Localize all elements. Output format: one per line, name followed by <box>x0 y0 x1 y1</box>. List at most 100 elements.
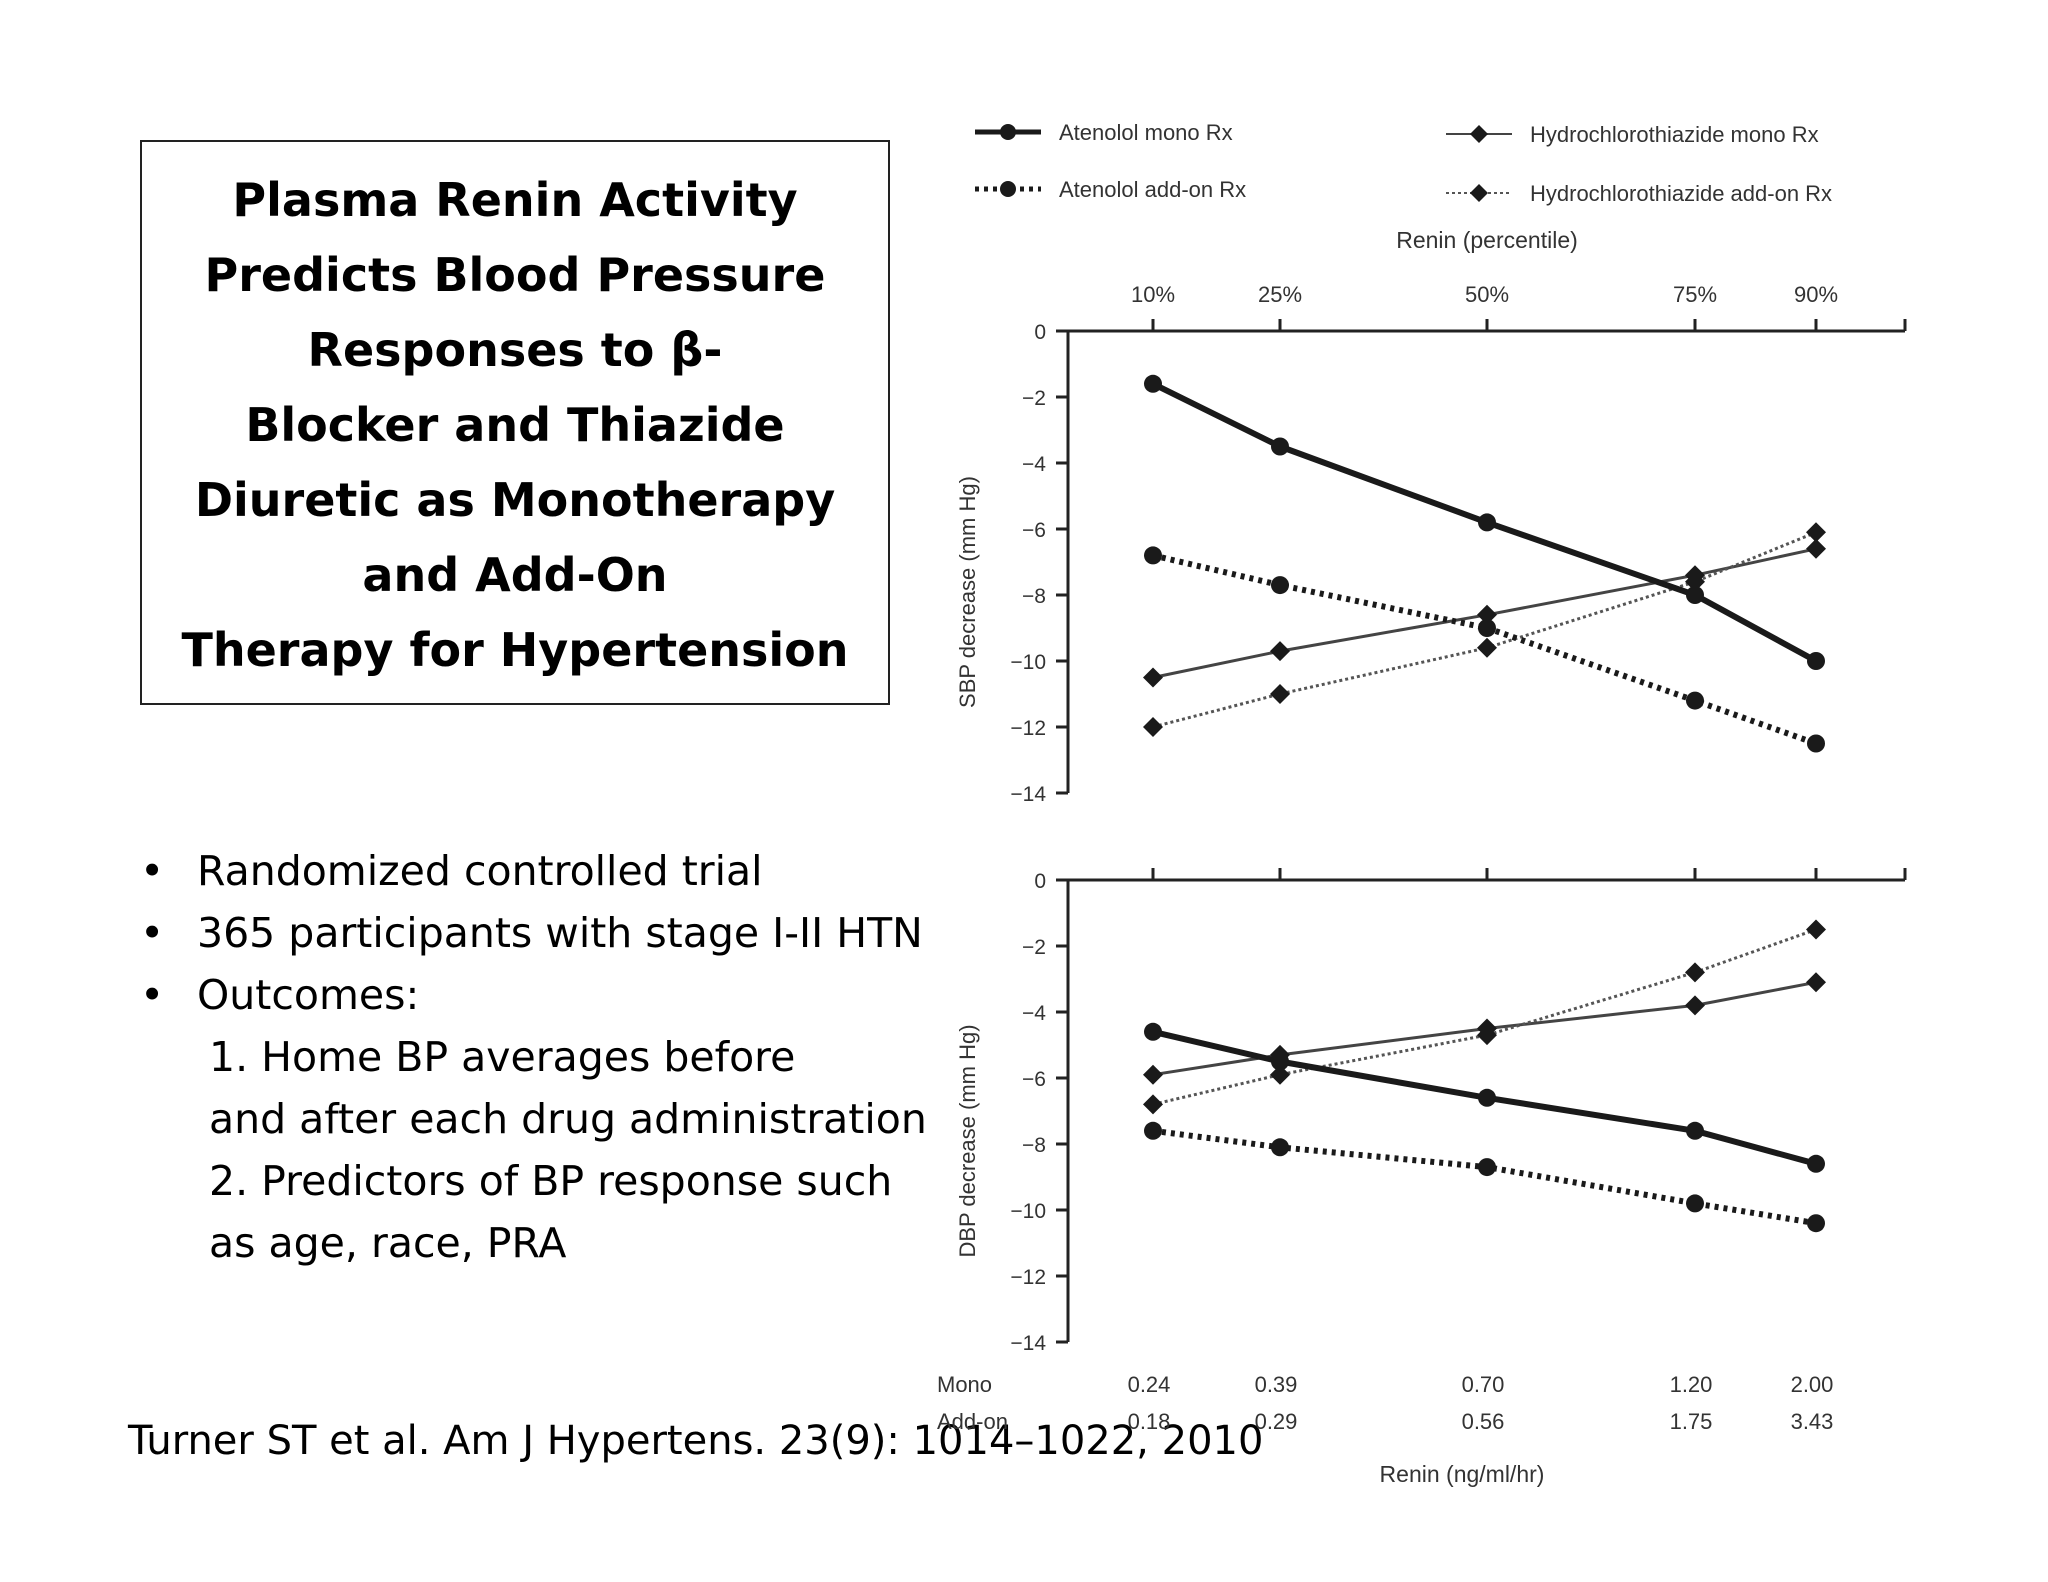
top-tick-label: 25% <box>1258 282 1302 307</box>
data-point <box>1477 604 1497 625</box>
data-point <box>1685 995 1705 1016</box>
y-tick-label: 0 <box>1034 870 1046 893</box>
data-point <box>1478 513 1496 532</box>
data-point <box>1270 684 1290 704</box>
legend-label: Atenolol add-on Rx <box>1059 177 1246 202</box>
series-line <box>1152 928 1817 1106</box>
bullet-marker: • <box>140 909 165 957</box>
y-tick-label: −12 <box>1010 1266 1046 1289</box>
data-point <box>1478 619 1496 637</box>
data-point <box>1806 522 1826 543</box>
outcome-line: as age, race, PRA <box>209 1219 567 1267</box>
bottom-axis-label: Renin (ng/ml/hr) <box>1380 1461 1545 1487</box>
bottom-tick-label: 0.24 <box>1128 1372 1171 1397</box>
data-point <box>1271 1052 1289 1071</box>
top-tick-label: 75% <box>1673 282 1717 307</box>
y-tick-label: −10 <box>1010 651 1046 674</box>
data-point <box>1686 1121 1704 1140</box>
bullet-marker: • <box>140 847 165 895</box>
bottom-tick-label: 1.20 <box>1670 1372 1713 1397</box>
data-point <box>1806 972 1826 993</box>
data-point <box>1807 1214 1825 1233</box>
y-tick-label: −12 <box>1010 717 1046 740</box>
data-point <box>1144 374 1162 393</box>
data-point <box>1807 652 1825 670</box>
bottom-tick-label: 3.43 <box>1791 1409 1834 1434</box>
y-tick-label: −2 <box>1022 387 1046 410</box>
y-tick-label: −10 <box>1010 1200 1046 1223</box>
data-point <box>1686 586 1704 604</box>
bottom-tick-label: 0.39 <box>1255 1372 1298 1397</box>
title-line: Plasma Renin Activity <box>232 173 798 227</box>
title-line: Therapy for Hypertension <box>181 623 849 677</box>
y-tick-label: −14 <box>1010 1332 1046 1355</box>
top-tick-label: 10% <box>1131 282 1175 307</box>
bullet-text: Randomized controlled trial <box>197 847 763 895</box>
bottom-tick-label: 1.75 <box>1670 1409 1713 1434</box>
y-tick-label: 0 <box>1034 321 1046 344</box>
y-tick-label: −4 <box>1022 1002 1046 1025</box>
outcome-line: 1. Home BP averages before <box>209 1033 796 1081</box>
data-point <box>1143 667 1163 688</box>
data-point <box>1806 538 1826 559</box>
bottom-row-label: Add-on <box>937 1409 1008 1434</box>
y-tick-label: −8 <box>1022 585 1046 608</box>
data-point <box>1143 1064 1163 1085</box>
top-tick-label: 50% <box>1465 282 1509 307</box>
title-box: Plasma Renin Activity Predicts Blood Pre… <box>140 140 890 705</box>
bottom-row-label: Mono <box>937 1372 992 1397</box>
data-point <box>1143 1094 1163 1115</box>
data-point <box>1686 691 1704 710</box>
legend-marker <box>1470 125 1488 143</box>
y-axis-label: SBP decrease (mm Hg) <box>955 476 980 708</box>
data-point <box>1271 437 1289 456</box>
legend-label: Hydrochlorothiazide mono Rx <box>1530 122 1819 147</box>
data-point <box>1144 546 1162 565</box>
y-tick-label: −6 <box>1022 519 1046 542</box>
data-point <box>1807 734 1825 753</box>
y-tick-label: −14 <box>1010 783 1046 806</box>
data-point <box>1477 1025 1497 1046</box>
bottom-tick-label: 0.70 <box>1462 1372 1505 1397</box>
data-point <box>1686 1194 1704 1213</box>
data-point <box>1270 641 1290 662</box>
data-point <box>1144 1121 1162 1140</box>
legend-marker <box>1000 124 1016 140</box>
data-point <box>1270 1064 1290 1085</box>
data-point <box>1478 1088 1496 1107</box>
data-point <box>1685 571 1705 592</box>
title-line: and Add-On <box>362 548 668 602</box>
citation: Turner ST et al. Am J Hypertens. 23(9): … <box>128 1418 1264 1464</box>
bottom-tick-label: 2.00 <box>1791 1372 1834 1397</box>
data-point <box>1685 962 1705 983</box>
data-point <box>1144 1022 1162 1041</box>
legend-marker <box>1470 184 1488 202</box>
bottom-tick-label: 0.29 <box>1255 1409 1298 1434</box>
outcome-line: 2. Predictors of BP response such <box>209 1157 893 1205</box>
title-line: Blocker and Thiazide <box>245 398 785 452</box>
y-tick-label: −2 <box>1022 936 1046 959</box>
legend-marker <box>1000 181 1016 197</box>
bullet-text: Outcomes: <box>197 971 420 1019</box>
bullet-list: • Randomized controlled trial • 365 part… <box>140 840 960 1274</box>
data-point <box>1271 576 1289 595</box>
title-line: Responses to β- <box>307 323 723 377</box>
top-axis-label: Renin (percentile) <box>1396 227 1578 253</box>
data-point <box>1477 637 1497 658</box>
legend-label: Hydrochlorothiazide add-on Rx <box>1530 181 1832 206</box>
bullet-text: 365 participants with stage I-II HTN <box>197 909 923 957</box>
y-axis-label: DBP decrease (mm Hg) <box>955 1024 980 1257</box>
bullet-marker: • <box>140 971 165 1019</box>
title-line: Predicts Blood Pressure <box>204 248 826 302</box>
data-point <box>1271 1138 1289 1157</box>
legend-label: Atenolol mono Rx <box>1059 120 1233 145</box>
series-line <box>1152 552 1818 747</box>
y-tick-label: −6 <box>1022 1068 1046 1091</box>
data-point <box>1143 717 1163 737</box>
bullet-item: • Outcomes: <box>140 964 960 1026</box>
series-line <box>1152 1127 1817 1227</box>
bottom-tick-label: 0.18 <box>1128 1409 1171 1434</box>
y-tick-label: −8 <box>1022 1134 1046 1157</box>
title-line: Diuretic as Monotherapy <box>194 473 836 527</box>
